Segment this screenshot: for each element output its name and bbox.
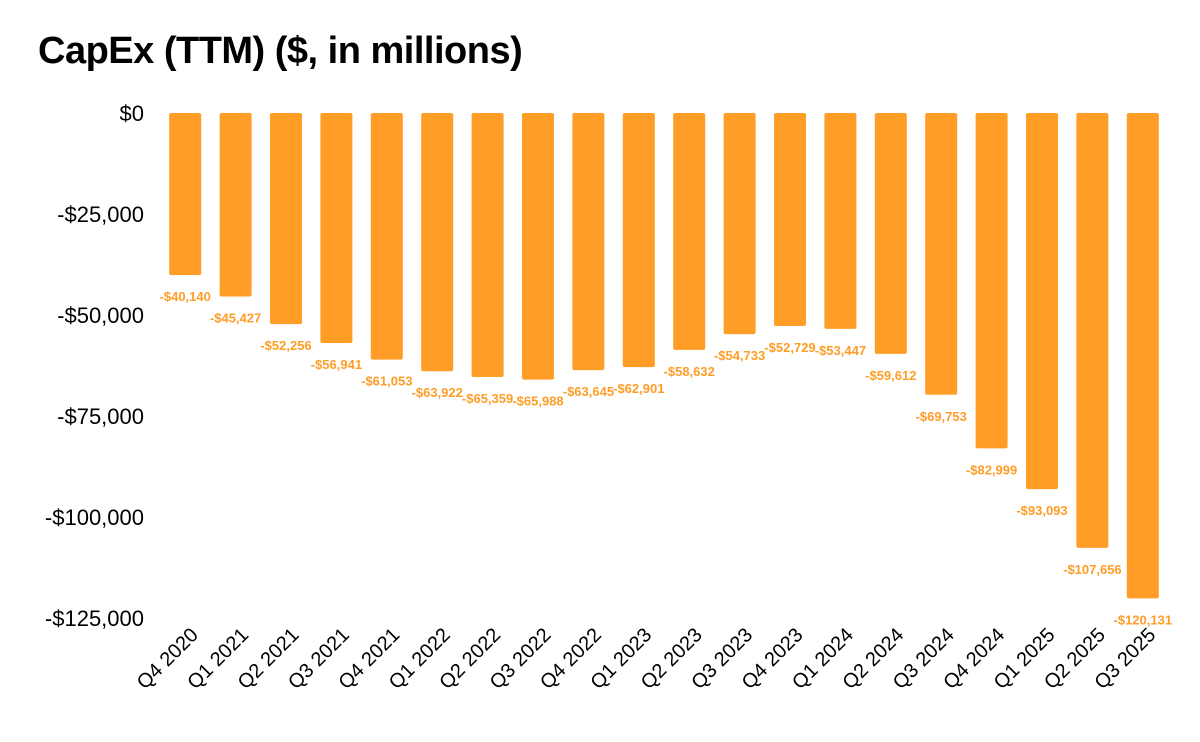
y-tick-label: -$50,000 bbox=[57, 303, 144, 328]
bar-data-label: -$59,612 bbox=[865, 368, 916, 383]
bar bbox=[320, 113, 353, 344]
bar-data-label: -$40,140 bbox=[160, 289, 211, 304]
data-labels: -$40,140 -$45,427 -$52,256-$56,941 -$61,053… bbox=[160, 289, 1173, 627]
bar bbox=[673, 113, 706, 350]
y-tick-label: -$25,000 bbox=[57, 202, 144, 227]
bar-data-label: -$65,988 bbox=[512, 394, 563, 409]
bar bbox=[874, 113, 907, 354]
bar-data-label: -$45,427 bbox=[210, 311, 261, 326]
bar bbox=[1026, 113, 1058, 490]
bar-data-label: -$61,053 bbox=[361, 374, 412, 389]
y-tick-label: -$100,000 bbox=[45, 505, 144, 530]
bar-data-label: -$65,359 bbox=[462, 391, 513, 406]
bar-data-label: -$93,093 bbox=[1016, 503, 1067, 518]
bar bbox=[1076, 113, 1109, 548]
bar-data-label: -$63,645 bbox=[563, 384, 614, 399]
bar bbox=[824, 113, 857, 329]
bar bbox=[522, 113, 554, 380]
bar bbox=[370, 113, 403, 360]
bar bbox=[471, 113, 504, 378]
bar bbox=[925, 113, 958, 395]
bar-data-label: -$52,256 bbox=[260, 338, 311, 353]
bar-data-label: -$63,922 bbox=[412, 385, 463, 400]
bar-data-label: -$62,901 bbox=[613, 381, 664, 396]
bar-data-label: -$107,656 bbox=[1063, 562, 1122, 577]
bar bbox=[169, 113, 202, 276]
y-tick-label: -$125,000 bbox=[45, 606, 144, 631]
bars bbox=[169, 113, 1159, 599]
bar-data-label: -$82,999 bbox=[966, 462, 1017, 477]
bar-data-label: -$53,447 bbox=[815, 343, 866, 358]
bar bbox=[270, 113, 302, 325]
bar-data-label: -$69,753 bbox=[916, 409, 967, 424]
bar bbox=[622, 113, 655, 368]
bar-data-label: -$52,729 bbox=[764, 340, 815, 355]
bar bbox=[421, 113, 454, 372]
bar-data-label: -$54,733 bbox=[714, 348, 765, 363]
bar bbox=[723, 113, 756, 335]
bar bbox=[572, 113, 605, 371]
bar bbox=[774, 113, 806, 327]
bar bbox=[975, 113, 1008, 449]
bar-data-label: -$120,131 bbox=[1114, 612, 1173, 627]
bar bbox=[1126, 113, 1159, 599]
chart-title: CapEx (TTM) ($, in millions) bbox=[38, 30, 523, 72]
bar-data-label: -$58,632 bbox=[664, 364, 715, 379]
y-tick-label: $0 bbox=[120, 101, 144, 126]
bar-data-label: -$56,941 bbox=[311, 357, 362, 372]
y-axis: $0 -$25,000 -$50,000 -$75,000 -$100,000 -$125… bbox=[45, 101, 144, 631]
y-tick-label: -$75,000 bbox=[57, 404, 144, 429]
bar bbox=[219, 113, 252, 297]
